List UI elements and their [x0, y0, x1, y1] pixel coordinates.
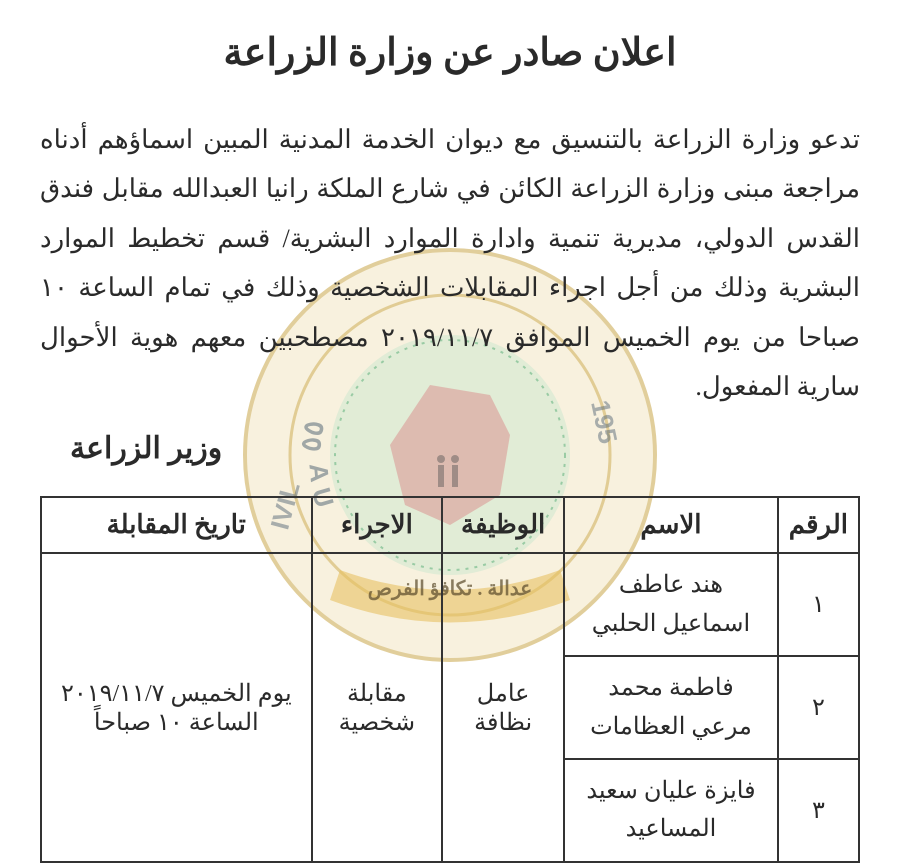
table-header-row: الرقم الاسم الوظيفة الاجراء تاريخ المقاب…	[41, 497, 859, 553]
candidates-table: الرقم الاسم الوظيفة الاجراء تاريخ المقاب…	[40, 496, 860, 862]
page-title: اعلان صادر عن وزارة الزراعة	[40, 30, 860, 75]
cell-name: هند عاطف اسماعيل الحلبي	[564, 553, 778, 656]
col-name: الاسم	[564, 497, 778, 553]
cell-name: فاطمة محمد مرعي العظامات	[564, 656, 778, 759]
col-date: تاريخ المقابلة	[41, 497, 312, 553]
col-procedure: الاجراء	[312, 497, 443, 553]
cell-name: فايزة عليان سعيد المساعيد	[564, 759, 778, 862]
cell-num: ١	[778, 553, 859, 656]
cell-position-merged: عامل نظافة	[442, 553, 564, 861]
announcement-body: تدعو وزارة الزراعة بالتنسيق مع ديوان الخ…	[40, 115, 860, 411]
col-num: الرقم	[778, 497, 859, 553]
cell-num: ٢	[778, 656, 859, 759]
signature-line: وزير الزراعة	[70, 431, 860, 466]
cell-date-merged: يوم الخميس ٢٠١٩/١١/٧ الساعة ١٠ صباحاً	[41, 553, 312, 861]
col-position: الوظيفة	[442, 497, 564, 553]
cell-num: ٣	[778, 759, 859, 862]
table-row: ١ هند عاطف اسماعيل الحلبي عامل نظافة مقا…	[41, 553, 859, 656]
cell-procedure-merged: مقابلة شخصية	[312, 553, 443, 861]
